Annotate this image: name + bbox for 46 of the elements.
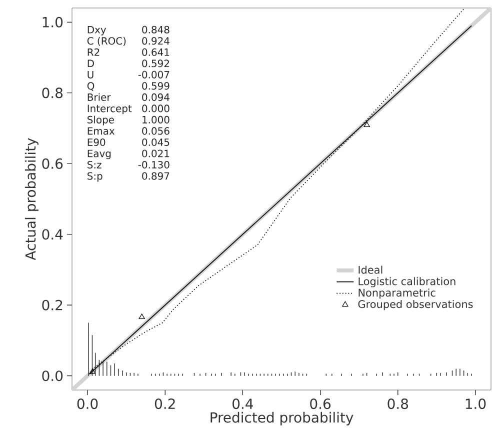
- annotation: C (ROC): [87, 36, 126, 46]
- legend-label: Nonparametric: [358, 288, 436, 299]
- annotation: 0.045: [142, 138, 170, 146]
- legend-label: Grouped observations: [358, 300, 473, 310]
- y-tick-label: 0.4: [42, 229, 63, 240]
- x-tick-label: 0.8: [388, 398, 408, 410]
- annotation: Brier: [88, 93, 111, 101]
- annotation: R2: [88, 48, 100, 56]
- y-tick-label: 0.8: [42, 88, 63, 98]
- annotation: Q: [87, 82, 94, 91]
- y-tick-label: 0.6: [42, 158, 63, 169]
- y-tick-label: 0.2: [42, 300, 62, 310]
- annotation: D: [88, 60, 94, 68]
- x-axis-title: Predicted probability: [210, 412, 354, 426]
- annotation: Emax: [88, 127, 115, 135]
- x-tick-label: 0.0: [77, 398, 98, 410]
- annotation: U: [88, 71, 94, 78]
- annotation: S:z: [88, 160, 102, 168]
- annotation: 0.056: [142, 127, 170, 135]
- annotation: Intercept: [88, 104, 132, 114]
- x-tick-label: 1.0: [466, 398, 486, 410]
- annotation: Eavg: [88, 150, 111, 160]
- annotation: 0.924: [142, 37, 170, 45]
- annotation: 0.000: [142, 104, 170, 112]
- annotation: 0.094: [142, 93, 170, 101]
- annotation: Dxy: [88, 26, 106, 36]
- y-tick-label: 0.0: [42, 370, 63, 382]
- annotation: 0.848: [142, 26, 170, 34]
- annotation: Slope: [88, 116, 114, 126]
- x-tick-label: 0.6: [310, 398, 331, 410]
- annotation: -0.007: [138, 70, 170, 78]
- annotation: 0.641: [142, 48, 170, 56]
- annotation: -0.130: [138, 160, 170, 168]
- annotation: 0.897: [142, 172, 170, 180]
- legend-label: Logistic calibration: [358, 277, 456, 288]
- annotation: 1.000: [142, 116, 170, 124]
- annotation: 0.599: [142, 82, 170, 90]
- legend-label: Ideal: [358, 266, 382, 274]
- annotation: 0.021: [142, 150, 170, 158]
- annotation: S:p: [88, 172, 102, 182]
- annotation: E90: [88, 138, 106, 146]
- y-tick-label: 1.0: [42, 16, 63, 28]
- y-axis-title: Actual probability: [24, 138, 38, 260]
- annotation: 0.592: [142, 60, 169, 68]
- x-tick-label: 0.4: [232, 398, 254, 410]
- x-tick-label: 0.2: [154, 398, 175, 410]
